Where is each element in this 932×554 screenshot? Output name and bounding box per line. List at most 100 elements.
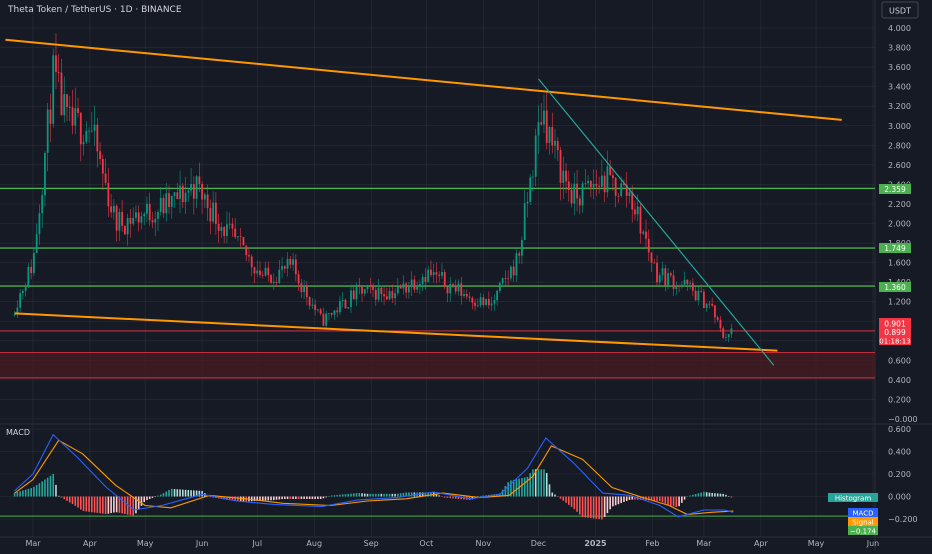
- candle-body: [350, 290, 352, 308]
- candle-body: [523, 203, 526, 241]
- macd-histogram-bar: [162, 493, 165, 497]
- macd-histogram-bar: [126, 496, 129, 515]
- candle-body: [369, 285, 372, 286]
- macd-histogram-bar: [146, 496, 148, 501]
- support-zone: [0, 352, 875, 379]
- candle-body: [479, 297, 482, 306]
- candle-body: [30, 266, 33, 274]
- candle-body: [507, 278, 510, 280]
- macd-histogram-bar: [708, 492, 711, 497]
- macd-histogram-bar: [289, 496, 292, 499]
- macd-histogram-bar: [510, 480, 512, 497]
- macd-histogram-bar: [545, 473, 548, 497]
- time-tick-label: Jun: [195, 539, 209, 548]
- macd-histogram-bar: [16, 492, 19, 497]
- candle-body: [705, 303, 708, 308]
- macd-histogram-bar: [601, 496, 603, 520]
- candle-body: [121, 211, 124, 226]
- macd-histogram-bar: [397, 493, 399, 497]
- candle-body: [667, 273, 669, 286]
- candle-body: [33, 252, 35, 274]
- candle-body: [532, 176, 534, 178]
- candle-body: [438, 274, 441, 276]
- candle-body: [518, 253, 521, 256]
- macd-histogram-bar: [477, 496, 479, 497]
- macd-panel: [0, 434, 875, 520]
- candle-body: [725, 337, 727, 338]
- candle-body: [410, 279, 413, 287]
- candle-body: [537, 122, 540, 136]
- candle-body: [132, 217, 135, 224]
- candle-body: [501, 278, 504, 283]
- macd-histogram-bar: [482, 495, 485, 497]
- support-zone-fill: [0, 352, 875, 378]
- candle-body: [49, 109, 52, 124]
- candle-body: [534, 135, 537, 177]
- candle-body: [689, 283, 692, 285]
- macd-histogram-bar: [347, 493, 350, 497]
- candle-body: [482, 297, 485, 305]
- macd-histogram-bar: [559, 496, 562, 499]
- currency-button[interactable]: [881, 1, 919, 19]
- candle-body: [424, 277, 427, 282]
- candle-body: [443, 272, 446, 287]
- candle-body: [129, 217, 132, 224]
- currency-label: USDT: [889, 7, 911, 16]
- candle-body: [159, 197, 162, 212]
- candle-body: [305, 285, 308, 298]
- candle-body: [135, 212, 137, 218]
- macd-histogram-bar: [46, 477, 49, 497]
- macd-histogram-bar: [579, 496, 581, 515]
- macd-histogram-bar: [551, 492, 554, 497]
- candle-body: [292, 259, 294, 265]
- candle-body: [96, 124, 99, 152]
- macd-tick-label: 0.400: [888, 448, 911, 457]
- macd-histogram-bar: [703, 491, 705, 497]
- price-tick-label: 0.200: [888, 395, 911, 404]
- candle-body: [374, 289, 377, 300]
- macd-histogram-bar: [275, 496, 278, 500]
- candle-body: [697, 290, 700, 301]
- candle-body: [101, 158, 104, 174]
- macd-histogram-bar: [725, 494, 727, 497]
- macd-histogram-bar: [201, 490, 203, 497]
- candle-body: [396, 286, 399, 294]
- macd-histogram-bar: [124, 496, 126, 514]
- macd-histogram-bar: [165, 491, 168, 497]
- macd-histogram-bar: [52, 474, 55, 497]
- macd-histogram-bar: [311, 496, 314, 499]
- candle-body: [661, 268, 664, 276]
- macd-histogram-bar: [79, 496, 82, 510]
- candle-body: [529, 177, 532, 202]
- macd-histogram-bar: [427, 492, 429, 497]
- symbol-title[interactable]: Theta Token / TetherUS · 1D · BINANCE: [7, 5, 182, 15]
- price-axis[interactable]: 4.000 3.800 3.600 3.400 3.200 3.000 2.800 2.600…: [888, 24, 918, 524]
- candle-body: [526, 201, 529, 204]
- macd-histogram-bar: [543, 469, 545, 497]
- macd-histogram-bar: [526, 476, 529, 497]
- candle-body: [143, 213, 146, 217]
- candle-body: [702, 291, 705, 308]
- candle-body: [195, 176, 198, 199]
- macd-histogram-bar: [113, 496, 115, 513]
- time-axis[interactable]: Mar Apr May Jun Jul Aug Sep Oct Nov Dec 2025 Feb Mar…: [25, 539, 879, 548]
- trendline-descending[interactable]: [538, 78, 775, 366]
- candle-body: [250, 256, 253, 268]
- candle-body: [465, 293, 468, 297]
- macd-tick-label: 0.200: [888, 470, 911, 479]
- trendlines[interactable]: [5, 38, 842, 366]
- trendline-lower-support[interactable]: [14, 312, 778, 352]
- trendline-upper-resistance[interactable]: [5, 38, 842, 121]
- macd-histogram-bar: [694, 494, 697, 497]
- candle-body: [452, 284, 454, 287]
- candle-body: [642, 231, 645, 234]
- price-tick-label: 3.200: [888, 102, 911, 111]
- horizontal-levels[interactable]: [0, 187, 875, 332]
- candle-body: [118, 211, 121, 231]
- macd-histogram-bar: [689, 495, 691, 497]
- macd-histogram-bar: [339, 494, 341, 497]
- macd-histogram-bar: [609, 496, 611, 510]
